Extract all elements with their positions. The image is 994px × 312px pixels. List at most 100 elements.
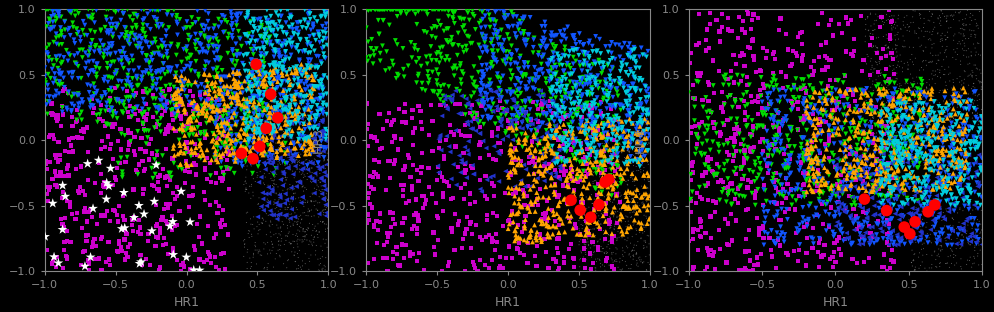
Point bbox=[297, 261, 313, 266]
Point bbox=[410, 48, 425, 53]
Point bbox=[237, 99, 252, 104]
Point bbox=[229, 69, 245, 74]
Point bbox=[924, 184, 940, 189]
Point bbox=[276, 107, 292, 112]
Point bbox=[431, 60, 447, 65]
Point bbox=[229, 59, 245, 64]
Point bbox=[881, 95, 897, 100]
Point bbox=[288, 205, 304, 210]
Point bbox=[840, 235, 856, 240]
Point bbox=[964, 91, 980, 96]
Point bbox=[972, 114, 988, 119]
Point bbox=[384, 59, 400, 64]
Point bbox=[595, 91, 611, 96]
Point bbox=[958, 99, 974, 104]
Point bbox=[62, 205, 78, 210]
Point bbox=[910, 150, 925, 155]
Point bbox=[212, 109, 228, 114]
Point bbox=[173, 263, 189, 268]
Point bbox=[591, 222, 607, 227]
Point bbox=[632, 236, 648, 241]
Point bbox=[584, 62, 600, 67]
Point bbox=[237, 102, 252, 107]
Point bbox=[947, 164, 963, 169]
Point bbox=[872, 179, 888, 184]
Point bbox=[639, 149, 655, 154]
Point bbox=[713, 25, 729, 30]
Point bbox=[721, 189, 737, 194]
Point bbox=[264, 123, 280, 128]
Point bbox=[935, 114, 951, 119]
Point bbox=[949, 182, 965, 187]
Point bbox=[245, 73, 260, 78]
Point bbox=[315, 111, 331, 116]
Point bbox=[920, 60, 936, 65]
Point bbox=[937, 19, 953, 24]
Point bbox=[285, 239, 301, 244]
Point bbox=[919, 136, 935, 141]
Point bbox=[248, 39, 263, 44]
Point bbox=[803, 122, 819, 127]
Point bbox=[816, 165, 832, 170]
Point bbox=[180, 33, 196, 38]
Point bbox=[939, 176, 955, 181]
Point bbox=[301, 132, 317, 137]
Point bbox=[83, 105, 98, 110]
Point bbox=[610, 221, 626, 226]
Point bbox=[287, 111, 303, 116]
Point bbox=[238, 186, 253, 191]
Point bbox=[255, 106, 271, 111]
Point bbox=[948, 201, 964, 206]
Point bbox=[903, 176, 918, 181]
Point bbox=[109, 116, 125, 121]
Point bbox=[968, 116, 984, 121]
Point bbox=[935, 137, 951, 142]
Point bbox=[969, 237, 985, 242]
Point bbox=[136, 7, 152, 12]
Point bbox=[765, 50, 781, 55]
Point bbox=[913, 129, 929, 134]
Point bbox=[574, 196, 589, 201]
Point bbox=[277, 105, 293, 110]
Point bbox=[81, 209, 96, 214]
Point bbox=[155, 55, 171, 60]
Point bbox=[139, 112, 155, 117]
Point bbox=[955, 154, 971, 159]
Point bbox=[625, 221, 641, 226]
Point bbox=[567, 100, 582, 105]
Point bbox=[274, 65, 290, 70]
Point bbox=[533, 45, 549, 50]
Point bbox=[80, 178, 95, 183]
Point bbox=[306, 15, 322, 20]
Point bbox=[902, 80, 917, 85]
Point bbox=[268, 86, 284, 91]
Point bbox=[300, 84, 316, 89]
Point bbox=[849, 148, 865, 153]
Point bbox=[761, 200, 777, 205]
Point bbox=[195, 151, 211, 156]
Point bbox=[289, 158, 305, 163]
Point bbox=[41, 188, 57, 193]
Point bbox=[620, 89, 636, 94]
Point bbox=[229, 20, 245, 25]
Point bbox=[84, 244, 100, 249]
Point bbox=[873, 113, 889, 118]
Point bbox=[581, 77, 597, 82]
Point bbox=[944, 223, 960, 228]
Point bbox=[596, 162, 612, 167]
Point bbox=[208, 120, 224, 125]
Point bbox=[727, 96, 743, 101]
Point bbox=[935, 164, 951, 169]
Point bbox=[505, 192, 521, 197]
Point bbox=[874, 178, 890, 183]
Point bbox=[845, 135, 861, 140]
Point bbox=[923, 32, 939, 37]
Point bbox=[538, 128, 554, 133]
Point bbox=[236, 115, 251, 120]
Point bbox=[294, 194, 310, 199]
Point bbox=[920, 93, 936, 98]
Point bbox=[625, 56, 641, 61]
Point bbox=[560, 142, 576, 147]
Point bbox=[969, 180, 985, 185]
Point bbox=[785, 83, 801, 88]
